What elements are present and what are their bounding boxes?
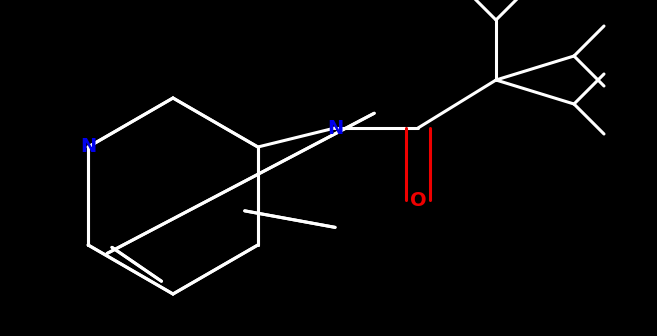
Text: O: O — [410, 191, 426, 210]
Text: N: N — [327, 119, 343, 137]
Text: N: N — [80, 137, 97, 157]
